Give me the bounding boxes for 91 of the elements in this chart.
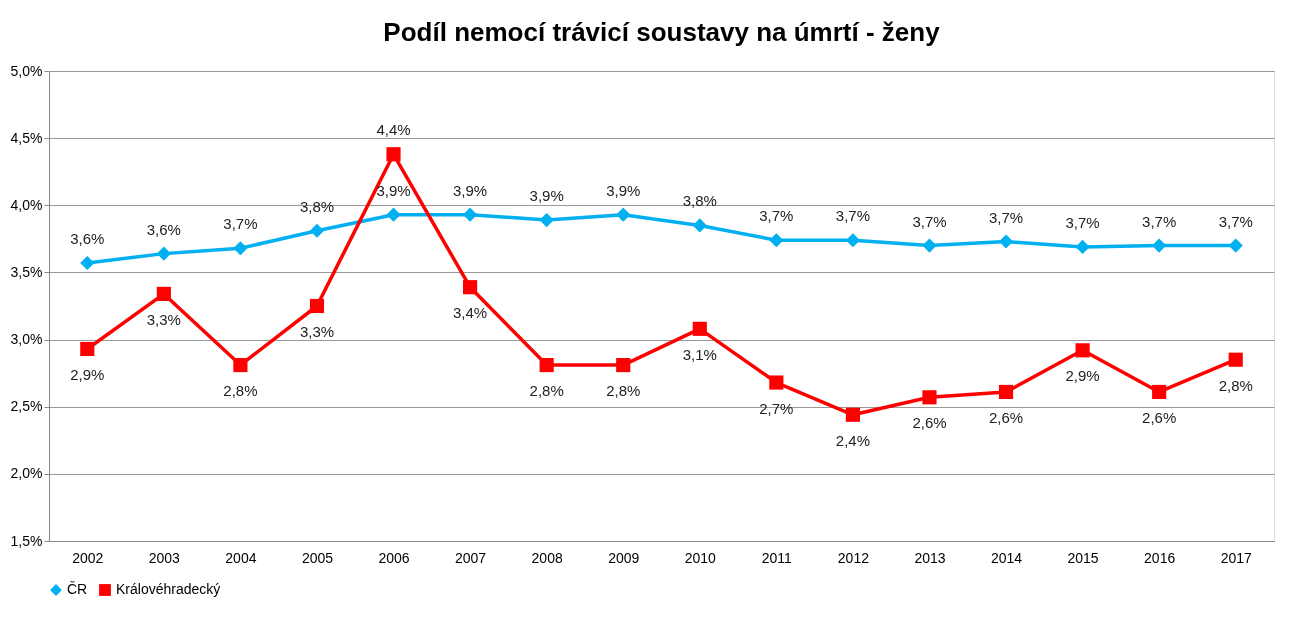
x-tick-label: 2011: [761, 549, 793, 566]
data-label: 3,7%: [835, 207, 871, 225]
data-label: 3,9%: [529, 187, 564, 205]
point: [1152, 384, 1167, 400]
point: [539, 358, 554, 373]
data-label: 3,9%: [606, 181, 641, 199]
y-tick-label: 1,5%: [10, 532, 43, 549]
point: [845, 233, 860, 248]
point: [1075, 343, 1090, 358]
x-tick-label: 2012: [837, 549, 870, 566]
x-tick-label: 2015: [1067, 549, 1099, 566]
data-label: 3,7%: [223, 215, 258, 233]
data-label: 3,3%: [146, 310, 181, 328]
chart-title: Podíl nemocí trávicí soustavy na úmrtí - ženy: [383, 17, 941, 47]
point: [386, 207, 401, 222]
x-tick-label: 2008: [531, 549, 563, 566]
point: [309, 223, 325, 238]
x-tick-label: 2005: [301, 549, 334, 566]
y-tick-label: 4,0%: [10, 196, 43, 213]
data-label: 3,1%: [682, 345, 717, 363]
data-label: 3,3%: [299, 323, 335, 340]
data-label: 3,6%: [146, 220, 181, 238]
point: [1152, 238, 1167, 253]
data-label: 2,4%: [835, 431, 871, 449]
data-label: 3,7%: [1218, 212, 1253, 230]
x-tick-label: 2004: [225, 549, 257, 566]
point: [769, 375, 784, 390]
x-tick-label: 2009: [608, 549, 640, 566]
y-tick-label: 2,5%: [10, 398, 43, 415]
legend-label: ČR: [67, 581, 88, 597]
x-tick-label: 2010: [684, 549, 717, 566]
data-label: 3,7%: [759, 207, 794, 225]
point: [998, 234, 1014, 249]
point: [386, 147, 401, 162]
point: [233, 241, 248, 256]
data-label: 2,8%: [529, 382, 564, 400]
point: [692, 218, 707, 233]
point: [233, 358, 248, 373]
point: [1228, 352, 1243, 367]
point: [616, 207, 631, 222]
point: [309, 298, 325, 314]
x-tick-label: 2017: [1220, 549, 1252, 566]
point: [156, 286, 171, 301]
point: [463, 207, 478, 222]
point: [922, 238, 937, 253]
data-label: 3,8%: [682, 192, 717, 210]
x-tick-label: 2003: [148, 549, 181, 566]
data-label: 3,7%: [988, 208, 1024, 226]
y-tick-label: 5,0%: [10, 62, 43, 79]
y-tick-label: 2,0%: [10, 465, 43, 482]
data-label: 2,9%: [70, 365, 105, 383]
y-tick-label: 4,5%: [10, 129, 43, 146]
point: [922, 390, 937, 405]
data-label: 3,7%: [1142, 212, 1177, 230]
point: [998, 384, 1014, 400]
data-label: 2,6%: [1142, 408, 1177, 426]
data-label: 4,4%: [376, 121, 411, 139]
data-label: 2,7%: [759, 399, 794, 417]
x-tick-label: 2006: [378, 549, 410, 566]
y-tick-label: 3,0%: [10, 331, 43, 348]
data-label: 3,8%: [299, 197, 335, 215]
data-label: 3,7%: [912, 212, 947, 230]
data-label: 2,8%: [606, 382, 641, 400]
point: [463, 280, 478, 295]
point: [769, 233, 784, 248]
point: [1075, 239, 1090, 254]
data-label: 2,8%: [223, 382, 258, 400]
data-label: 3,9%: [452, 181, 488, 199]
legend-label: Královéhradecký: [116, 581, 221, 597]
data-label: 3,7%: [1065, 213, 1100, 231]
point: [80, 341, 95, 357]
data-label: 2,6%: [988, 408, 1024, 426]
x-tick-label: 2013: [914, 549, 946, 566]
point: [539, 212, 554, 228]
point: [80, 255, 95, 271]
data-label: 2,8%: [1218, 376, 1253, 394]
point: [616, 358, 631, 373]
x-tick-label: 2007: [455, 549, 487, 566]
x-tick-label: 2014: [990, 549, 1023, 566]
data-label: 3,4%: [452, 304, 488, 322]
point: [1228, 238, 1243, 253]
y-tick-label: 3,5%: [10, 263, 43, 280]
x-tick-label: 2016: [1144, 549, 1176, 566]
x-tick-label: 2002: [72, 549, 104, 566]
point: [156, 246, 171, 261]
point: [845, 407, 860, 422]
point: [692, 321, 707, 336]
data-label: 3,9%: [376, 181, 411, 199]
data-label: 2,6%: [912, 414, 947, 432]
data-label: 2,9%: [1065, 367, 1100, 385]
data-label: 3,6%: [70, 230, 105, 248]
